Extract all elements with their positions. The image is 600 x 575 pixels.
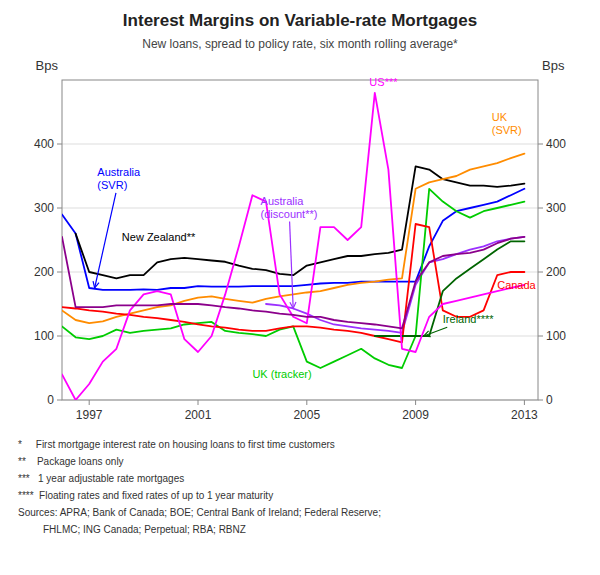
annotation-arrow: [424, 327, 447, 336]
annotation: Canada: [497, 279, 536, 291]
series-line: [62, 93, 524, 400]
y2-tick-label: 0: [546, 393, 553, 407]
y2-axis-label: Bps: [542, 58, 565, 73]
footnote: **** Floating rates and fixed rates of u…: [18, 490, 273, 501]
footnote: FHLMC; ING Canada; Perpetual; RBA; RBNZ: [18, 524, 246, 535]
grid-line: [62, 144, 538, 145]
annotation-arrowhead: [93, 281, 99, 288]
x-tick-label: 2001: [185, 408, 212, 422]
x-tick-label: 1997: [76, 408, 103, 422]
y-tick-label: 300: [34, 201, 54, 215]
series-line: [62, 189, 524, 368]
y-tick-label: 0: [47, 393, 54, 407]
annotation: New Zealand**: [122, 231, 196, 243]
annotation: Australia(SVR): [97, 166, 141, 191]
series-line: [62, 224, 524, 342]
series-line: [76, 166, 525, 278]
y-tick: [57, 208, 62, 209]
y2-tick: [538, 272, 543, 273]
annotation-line: (SVR): [97, 179, 127, 191]
footnote: *** 1 year adjustable rate mortgages: [18, 473, 184, 484]
y2-tick: [538, 400, 543, 401]
x-tick: [524, 400, 525, 405]
y-tick: [57, 272, 62, 273]
y2-tick: [538, 208, 543, 209]
annotation: UK(SVR): [492, 111, 522, 136]
annotation-line: Ireland****: [443, 313, 494, 325]
annotation-line: US***: [369, 76, 398, 88]
y-axis-label: Bps: [36, 58, 59, 73]
footnote: ** Package loans only: [18, 456, 124, 467]
annotation: Australia(discount**): [261, 195, 318, 220]
y-tick-label: 200: [34, 265, 54, 279]
x-tick-label: 2005: [293, 408, 320, 422]
x-tick: [306, 400, 307, 405]
annotation-line: (discount**): [261, 208, 318, 220]
chart: Interest Margins on Variable-rate Mortga…: [0, 0, 600, 575]
annotation: Ireland****: [443, 313, 494, 325]
y2-tick-label: 200: [546, 265, 566, 279]
y2-tick-label: 300: [546, 201, 566, 215]
footnote: * First mortgage interest rate on housin…: [18, 439, 335, 450]
annotation: UK (tracker): [252, 368, 311, 380]
y2-tick-label: 100: [546, 329, 566, 343]
annotation-arrowhead: [290, 302, 296, 308]
title: Interest Margins on Variable-rate Mortga…: [123, 11, 477, 30]
y2-tick: [538, 336, 543, 337]
annotation-line: UK: [492, 111, 508, 123]
annotation-line: UK (tracker): [252, 368, 311, 380]
x-tick-label: 2009: [402, 408, 429, 422]
series-group: [62, 93, 524, 400]
grid-line: [62, 336, 538, 337]
grid: [62, 144, 538, 400]
x-tick: [415, 400, 416, 405]
y2-tick: [538, 144, 543, 145]
annotation-line: Canada: [497, 279, 536, 291]
series-line: [62, 154, 524, 324]
x-tick: [198, 400, 199, 405]
y-tick: [57, 144, 62, 145]
annotation: US***: [369, 76, 398, 88]
x-tick-label: 2013: [511, 408, 538, 422]
annotation-line: Australia: [97, 166, 141, 178]
annotation-arrowhead: [424, 331, 431, 337]
y-tick: [57, 400, 62, 401]
y-tick-label: 100: [34, 329, 54, 343]
annotation-arrow: [290, 222, 294, 309]
x-tick: [89, 400, 90, 405]
y2-tick-label: 400: [546, 137, 566, 151]
footnote: Sources: APRA; Bank of Canada; BOE; Cent…: [18, 507, 381, 518]
footnotes: * First mortgage interest rate on housin…: [18, 439, 381, 535]
y-tick-label: 400: [34, 137, 54, 151]
axes: 0 100 200 300 400 0 100 200 300 400 1997 2001 2005 20…: [34, 137, 566, 422]
annotation-arrow: [95, 193, 116, 288]
subtitle: New loans, spread to policy rate, six mo…: [142, 37, 458, 51]
annotation-line: New Zealand**: [122, 231, 196, 243]
y-tick: [57, 336, 62, 337]
series-line: [62, 237, 524, 329]
annotation-line: (SVR): [492, 124, 522, 136]
annotations: Australia(SVR)New Zealand**Australia(dis…: [93, 76, 537, 379]
annotation-line: Australia: [261, 195, 305, 207]
plot-frame: [62, 80, 538, 400]
